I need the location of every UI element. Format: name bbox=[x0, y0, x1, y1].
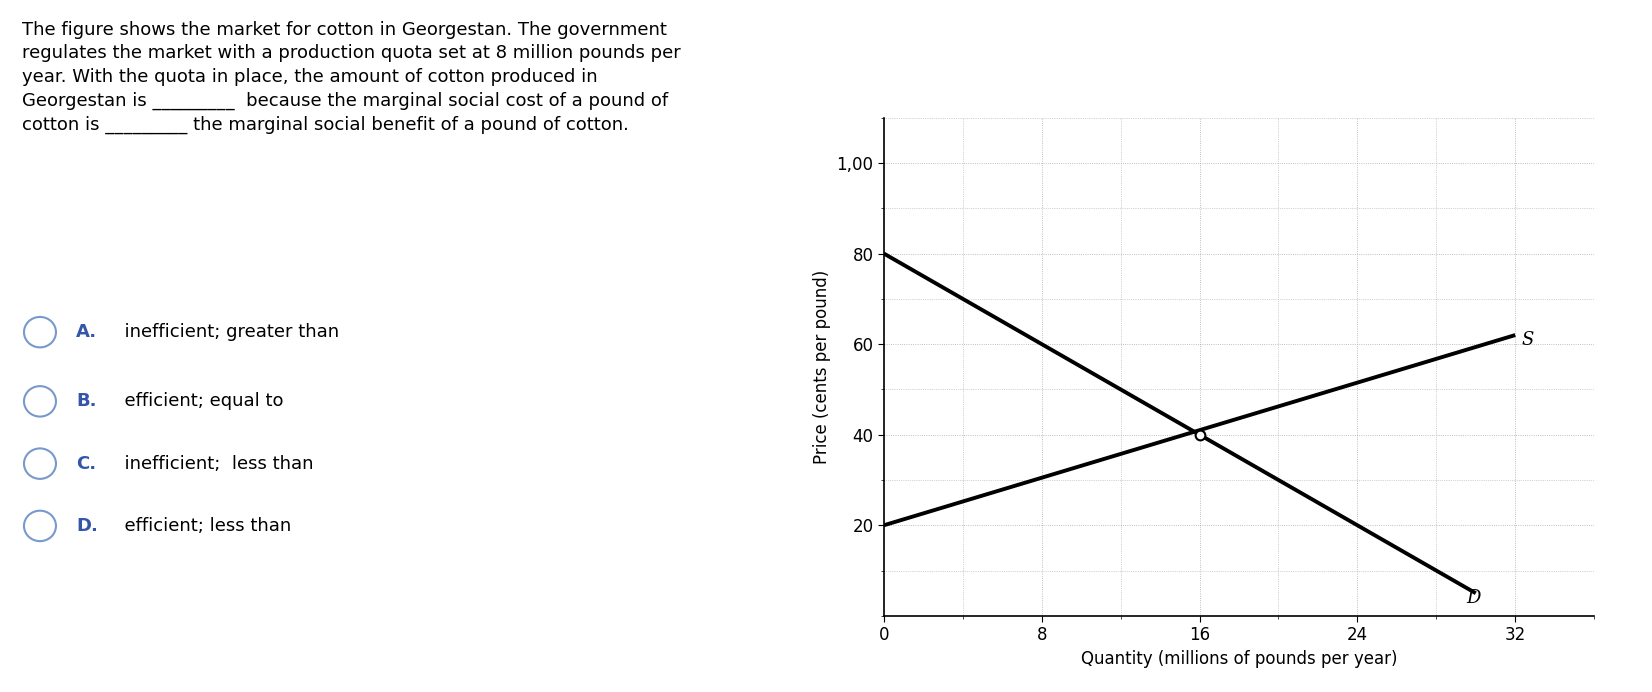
Text: D: D bbox=[1465, 589, 1480, 607]
Text: C.: C. bbox=[76, 455, 96, 473]
Text: The figure shows the market for cotton in Georgestan. The government
regulates t: The figure shows the market for cotton i… bbox=[21, 21, 681, 134]
Text: D.: D. bbox=[76, 517, 97, 535]
Text: A.: A. bbox=[76, 323, 97, 341]
Text: S: S bbox=[1521, 331, 1533, 349]
Text: efficient; equal to: efficient; equal to bbox=[112, 392, 282, 410]
Y-axis label: Price (cents per pound): Price (cents per pound) bbox=[813, 270, 831, 464]
Text: inefficient;  less than: inefficient; less than bbox=[112, 455, 314, 473]
Text: B.: B. bbox=[76, 392, 97, 410]
X-axis label: Quantity (millions of pounds per year): Quantity (millions of pounds per year) bbox=[1080, 650, 1398, 668]
Text: efficient; less than: efficient; less than bbox=[112, 517, 291, 535]
Text: inefficient; greater than: inefficient; greater than bbox=[112, 323, 339, 341]
